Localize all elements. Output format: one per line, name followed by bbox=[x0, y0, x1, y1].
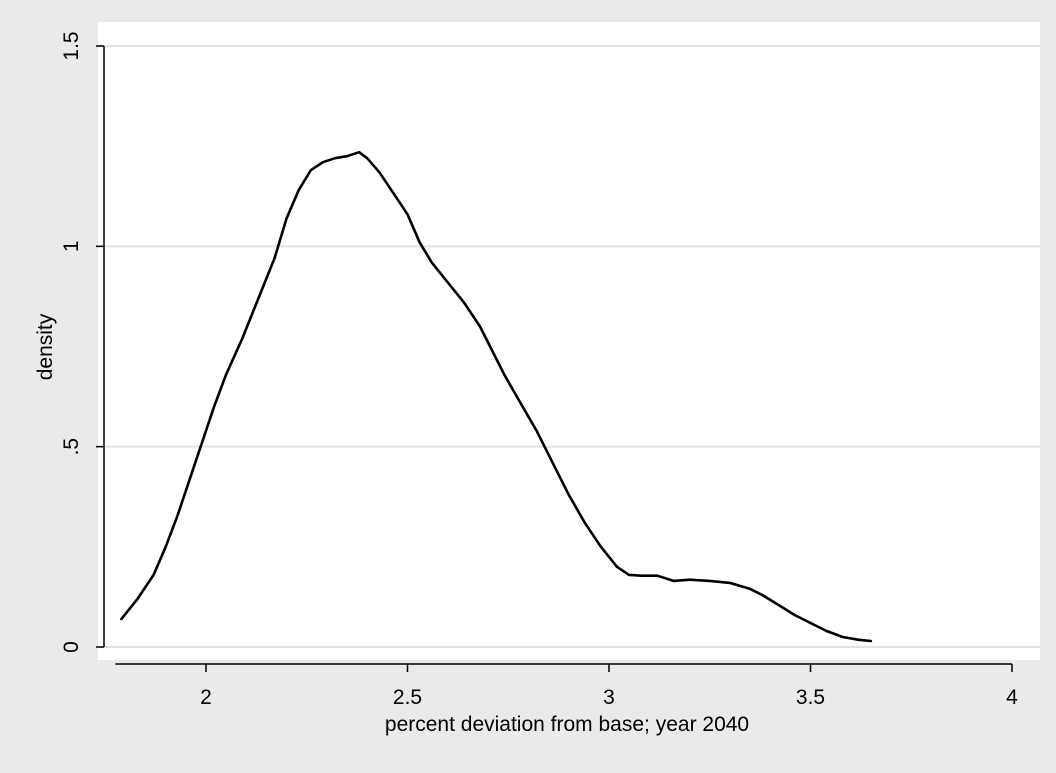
y-axis: 0 .5 1 1.5 bbox=[60, 31, 105, 653]
gridlines bbox=[98, 45, 1040, 648]
plot-area bbox=[98, 22, 1040, 660]
x-tick-label: 4 bbox=[1006, 686, 1018, 709]
x-tick-label: 2.5 bbox=[393, 686, 422, 709]
x-axis-title: percent deviation from base; year 2040 bbox=[385, 713, 749, 736]
x-axis: 2 2.5 3 3.5 4 bbox=[115, 663, 1018, 709]
series-layer bbox=[120, 150, 873, 643]
y-tick-label: 1.5 bbox=[60, 31, 83, 60]
x-tick-label: 2 bbox=[200, 686, 212, 709]
y-tick-label: .5 bbox=[60, 438, 83, 456]
x-tick-label: 3 bbox=[603, 686, 615, 709]
y-tick-label: 1 bbox=[60, 240, 83, 252]
y-axis-title: density bbox=[34, 313, 57, 380]
y-tick-label: 0 bbox=[60, 641, 83, 653]
x-tick-label: 3.5 bbox=[796, 686, 825, 709]
density-curve bbox=[120, 150, 873, 643]
